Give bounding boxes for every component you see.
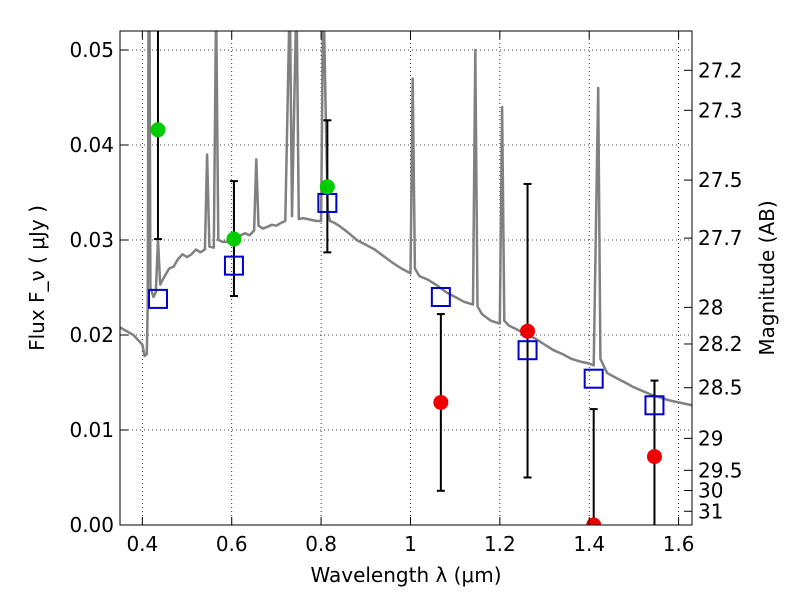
model-point	[644, 395, 665, 416]
model-point	[430, 287, 451, 307]
x-tick-label: 1.2	[484, 532, 516, 556]
right-tick-label: 30	[698, 479, 723, 503]
x-tick-label: 1.6	[663, 532, 695, 556]
nondetection-point	[586, 517, 602, 525]
plot-area	[120, 31, 692, 525]
model-point	[147, 288, 168, 309]
right-tick-label: 27.3	[698, 98, 743, 122]
x-tick-label: 0.6	[216, 532, 248, 556]
y-tick-label: 0.03	[69, 228, 114, 252]
right-tick-label: 27.7	[698, 226, 743, 250]
x-tick-label: 0.4	[126, 532, 158, 556]
right-tick-label: 29	[698, 426, 723, 450]
y-tick-label: 0.04	[69, 133, 114, 157]
model-point	[517, 340, 538, 361]
detection-point	[150, 122, 166, 138]
y-tick-label: 0.00	[69, 513, 114, 537]
spectrum-line	[120, 31, 692, 407]
x-tick-label: 1	[404, 532, 417, 556]
right-tick-label: 28.5	[698, 376, 743, 400]
right-tick-label: 27.2	[698, 58, 743, 82]
axis-ticks: 0.4 0.6 0.8 1 1.2 1.4 1.6 0.00 0.01 0.02 0.03 0.04 0…	[69, 31, 743, 556]
y-tick-label: 0.02	[69, 323, 114, 347]
x-axis-label: Wavelength λ (μm)	[310, 563, 501, 587]
right-tick-label: 31	[698, 499, 723, 523]
right-tick-label: 27.5	[698, 168, 743, 192]
nondetection-point	[646, 449, 662, 465]
plot-frame	[119, 30, 693, 526]
detection-point	[319, 179, 335, 195]
nondetection-point	[433, 394, 449, 410]
right-tick-label: 29.5	[698, 458, 743, 482]
right-tick-label: 28	[698, 295, 723, 319]
x-tick-label: 1.4	[573, 532, 605, 556]
grid-lines	[120, 31, 692, 526]
y-axis-right-label: Magnitude (AB)	[755, 200, 779, 355]
right-tick-label: 28.2	[698, 332, 743, 356]
y-tick-label: 0.01	[69, 418, 114, 442]
model-point	[223, 255, 244, 276]
model-point	[583, 368, 604, 389]
x-tick-label: 0.8	[305, 532, 337, 556]
detection-point	[226, 231, 242, 247]
nondetection-point	[520, 323, 536, 339]
y-tick-label: 0.05	[69, 38, 114, 62]
y-axis-label: Flux F_ν ( μJy )	[25, 205, 49, 351]
